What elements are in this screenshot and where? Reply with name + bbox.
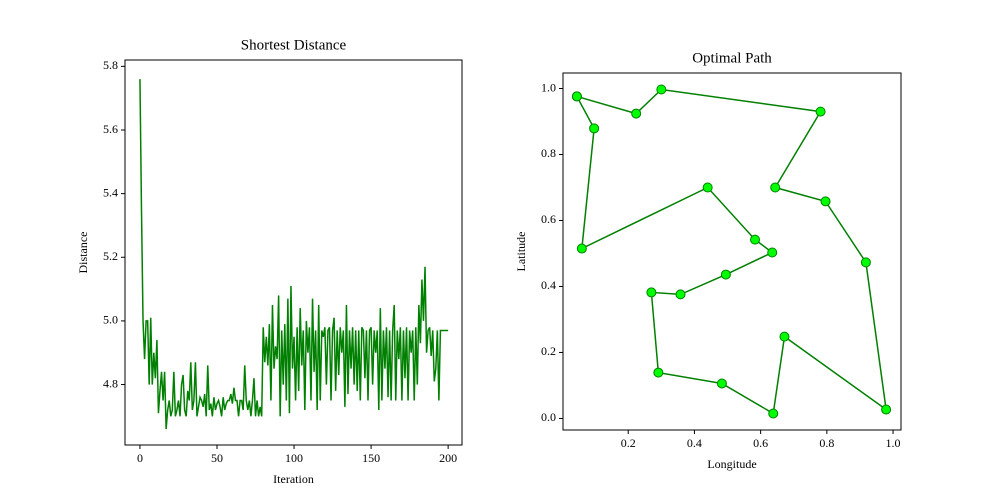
line [576,88,888,415]
chart-title: Shortest Distance [241,37,347,53]
y-tick-label: 1.0 [541,80,556,94]
x-tick-label: 0.4 [687,436,702,450]
y-tick-label: 0.8 [541,146,556,160]
y-tick-label: 0.4 [541,278,556,292]
y-axis-label: Latitude [514,232,528,272]
y-tick-label: 5.2 [103,249,118,263]
x-tick-label: 50 [211,451,223,465]
x-tick-label: 150 [362,451,380,465]
x-axis-label: Longitude [707,457,756,471]
x-tick-label: 0.2 [621,436,636,450]
x-tick-label: 200 [439,451,457,465]
marker [656,84,667,95]
marker [815,106,826,117]
marker [675,289,686,300]
marker [820,196,831,207]
x-tick-label: 100 [285,451,303,465]
y-tick-label: 0.0 [541,410,556,424]
marker [646,287,657,298]
marker [770,182,781,193]
marker [589,123,600,134]
x-tick-label: 1.0 [886,436,901,450]
y-tick-label: 0.6 [541,212,556,226]
marker [571,91,582,102]
line [139,79,449,430]
x-tick-label: 0 [137,451,143,465]
chart-title: Optimal Path [692,50,772,66]
axes-frame [562,72,902,431]
x-tick-label: 0.6 [753,436,768,450]
y-tick-label: 5.4 [103,185,118,199]
y-tick-label: 5.6 [103,122,118,136]
marker [631,108,642,119]
x-tick-label: 0.8 [819,436,834,450]
marker [716,378,727,389]
marker [881,404,892,415]
x-axis-label: Iteration [273,472,314,486]
marker [779,331,790,342]
y-tick-label: 0.2 [541,344,556,358]
y-tick-label: 4.8 [103,376,118,390]
marker [653,367,664,378]
axes-frame [124,59,463,446]
marker [702,182,713,193]
y-tick-label: 5.0 [103,313,118,327]
marker [860,257,871,268]
y-axis-label: Distance [76,232,90,274]
marker [767,247,778,258]
y-tick-label: 5.8 [103,58,118,72]
marker [576,243,587,254]
marker [768,408,779,419]
marker [720,269,731,280]
marker [750,234,761,245]
